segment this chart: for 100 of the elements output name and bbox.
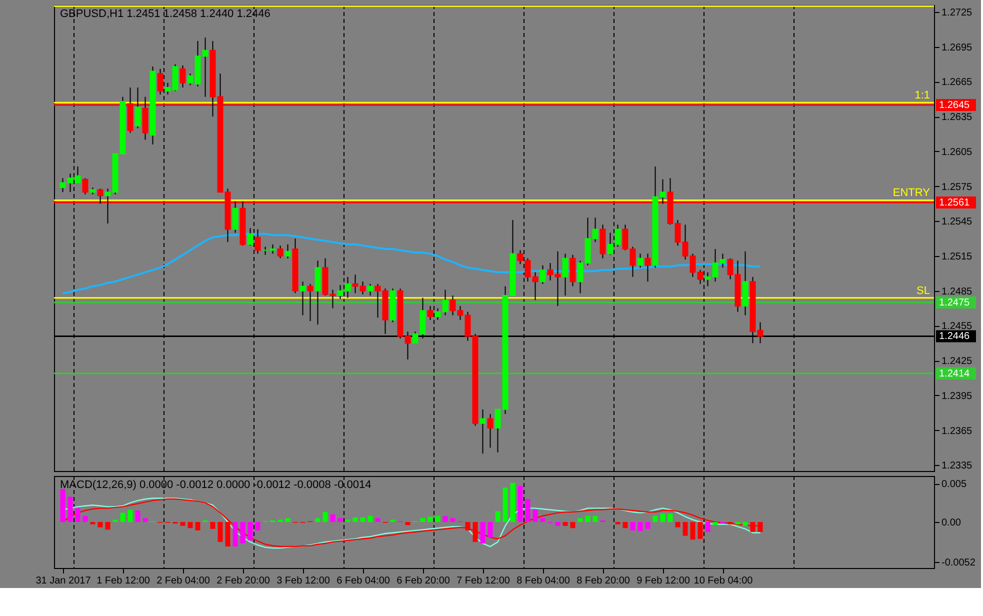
x-tick-label: 8 Feb 20:00 xyxy=(576,576,630,586)
bar xyxy=(488,522,493,538)
candlestick xyxy=(540,264,546,284)
candlestick xyxy=(232,200,238,234)
bar xyxy=(60,489,66,522)
line-series xyxy=(62,232,762,294)
chart-title: GBPUSD,H1 1.2451 1.2458 1.2440 1.2446 xyxy=(60,8,270,20)
y-tick-label: 1.2485 xyxy=(942,286,973,298)
y-tick-label: 0.005 xyxy=(942,479,967,490)
bar xyxy=(405,522,410,526)
candlestick xyxy=(562,253,568,296)
y-tick-label: 1.2425 xyxy=(942,356,973,368)
bar xyxy=(218,522,223,542)
x-tick-label: 9 Feb 12:00 xyxy=(636,576,690,586)
bar xyxy=(82,516,88,522)
y-tick-label: 0.00 xyxy=(942,518,962,528)
annotation: SL xyxy=(916,284,930,297)
bar xyxy=(585,516,590,522)
bar xyxy=(480,522,486,544)
bar xyxy=(338,518,343,522)
candlestick xyxy=(307,283,314,322)
bar xyxy=(742,522,748,526)
bar xyxy=(472,522,478,542)
candlestick xyxy=(300,281,306,316)
ref-line-label: 1.2561 xyxy=(939,198,970,209)
y-tick-label: 1.2695 xyxy=(942,42,973,54)
y-tick-label: 1.2725 xyxy=(942,7,973,18)
ref-line-label: 1.2446 xyxy=(939,331,970,342)
candlestick xyxy=(82,178,88,195)
bar xyxy=(465,522,470,530)
bar xyxy=(210,522,216,529)
candlestick xyxy=(480,408,486,454)
bar xyxy=(285,518,290,522)
x-tick-label: 2 Feb 04:00 xyxy=(156,576,210,586)
bar xyxy=(570,522,576,528)
bar xyxy=(630,522,636,530)
y-tick-label: 1.2365 xyxy=(942,426,973,437)
bar xyxy=(592,516,598,522)
bar xyxy=(502,488,508,522)
bar xyxy=(248,522,253,540)
y-tick-label: 1.2515 xyxy=(942,252,973,263)
bar xyxy=(660,514,666,522)
candlestick xyxy=(637,253,644,268)
bar xyxy=(450,518,456,522)
bar xyxy=(442,516,448,522)
bar xyxy=(68,496,73,522)
bar xyxy=(540,518,546,522)
bar xyxy=(622,522,628,528)
bar xyxy=(98,522,103,528)
y-tick-label: 1.2575 xyxy=(942,182,973,193)
x-tick-label: 6 Feb 04:00 xyxy=(336,576,390,586)
y-tick-label: 1.2455 xyxy=(942,321,973,332)
bar xyxy=(375,518,380,522)
candlestick xyxy=(134,87,141,129)
y-tick-label: 1.2335 xyxy=(942,460,973,472)
bar xyxy=(518,486,523,522)
bar xyxy=(562,522,568,526)
candlestick xyxy=(314,260,321,326)
bar xyxy=(188,522,193,528)
y-tick-label: 1.2545 xyxy=(942,216,973,228)
candlestick xyxy=(487,414,494,448)
annotation: 1:1 xyxy=(914,90,930,102)
bar xyxy=(240,522,246,544)
bar xyxy=(712,522,718,526)
ref-line-label: 1.2414 xyxy=(939,368,970,380)
bar xyxy=(578,518,583,522)
x-tick-label: 1 Feb 12:00 xyxy=(96,576,150,586)
annotation: ENTRY xyxy=(892,187,931,200)
bar xyxy=(682,522,688,536)
bar xyxy=(120,512,126,522)
candlestick xyxy=(644,253,651,282)
candlestick xyxy=(180,64,186,88)
bar xyxy=(360,517,366,522)
bar xyxy=(495,511,500,522)
candlestick xyxy=(262,246,268,256)
bar xyxy=(645,522,650,529)
y-tick-label: 1.2665 xyxy=(942,77,973,88)
bar xyxy=(180,522,186,526)
bar xyxy=(322,512,328,522)
bar xyxy=(135,510,140,522)
x-tick-label: 31 Jan 2017 xyxy=(36,576,92,586)
bar xyxy=(315,518,320,522)
candlestick xyxy=(270,244,276,254)
candlestick xyxy=(277,245,284,259)
ref-line-label: 1.2645 xyxy=(939,100,970,111)
bar xyxy=(638,522,643,532)
bar xyxy=(368,516,373,522)
bar xyxy=(352,517,358,522)
x-tick-label: 10 Feb 04:00 xyxy=(694,576,754,586)
x-tick-label: 7 Feb 12:00 xyxy=(456,576,510,586)
x-tick-label: 8 Feb 04:00 xyxy=(516,576,570,586)
x-tick-label: 6 Feb 20:00 xyxy=(396,576,450,586)
bar xyxy=(128,510,133,522)
bar xyxy=(75,508,80,522)
bar xyxy=(435,516,440,522)
bar xyxy=(232,522,238,547)
bar xyxy=(652,516,658,522)
bar xyxy=(675,522,680,528)
bar xyxy=(255,522,260,530)
bar xyxy=(555,522,560,526)
